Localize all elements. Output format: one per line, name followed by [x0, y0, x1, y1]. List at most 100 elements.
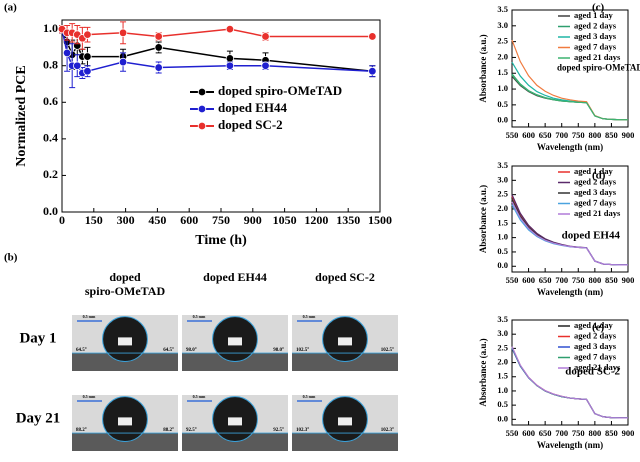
y-tick-label: 1.0	[497, 385, 508, 395]
legend-label: aged 3 days	[574, 187, 617, 197]
y-tick-label: 1.0	[497, 83, 508, 93]
column-header: doped EH44	[203, 270, 267, 284]
photo-substrate	[292, 433, 398, 451]
y-tick-label: 1.5	[497, 217, 508, 227]
y-tick-label: 1.5	[497, 371, 508, 381]
x-tick-label: 1500	[368, 213, 392, 227]
data-point	[225, 61, 235, 70]
x-tick-label: 1350	[336, 213, 360, 227]
scale-bar-label: 0.5 mm	[193, 314, 206, 319]
x-tick-label: 700	[555, 428, 568, 438]
data-point	[83, 30, 92, 39]
legend-label: aged 7 days	[574, 41, 617, 51]
legend-label: aged 3 days	[574, 341, 617, 351]
y-tick-label: 1.0	[43, 21, 58, 35]
x-tick-label: 0	[59, 213, 65, 227]
x-tick-label: 800	[588, 130, 601, 140]
plot-frame	[511, 165, 629, 273]
y-tick-label: 3.5	[497, 160, 508, 170]
data-point	[225, 54, 235, 63]
legend-label: aged 21 days	[574, 52, 621, 62]
droplet-highlight	[228, 337, 242, 346]
legend-marker	[197, 121, 207, 131]
x-tick-label: 650	[539, 275, 552, 285]
x-tick-label: 150	[85, 213, 103, 227]
y-tick-label: 0.0	[497, 115, 508, 125]
contact-angle: 64.5°	[163, 348, 174, 353]
x-tick-label: 900	[622, 275, 635, 285]
legend-label: aged 3 days	[574, 31, 617, 41]
x-tick-label: 900	[622, 130, 635, 140]
series-line	[511, 74, 628, 121]
x-tick-label: 750	[572, 130, 585, 140]
y-axis-title: Absorbance (a.u.)	[478, 185, 488, 253]
y-tick-label: 2.0	[497, 203, 508, 213]
legend-label: doped EH44	[218, 100, 287, 115]
y-tick-label: 3.5	[497, 314, 508, 324]
y-tick-label: 0.4	[43, 131, 58, 145]
y-tick-label: 2.5	[497, 189, 508, 199]
legend-label: aged 1 day	[574, 320, 613, 330]
legend-label: aged 21 days	[574, 208, 621, 218]
legend-label: aged 7 days	[574, 197, 617, 207]
y-tick-label: 2.0	[497, 51, 508, 61]
y-axis-title: Absorbance (a.u.)	[478, 34, 488, 102]
x-tick-label: 700	[555, 130, 568, 140]
panel-label: (b)	[4, 252, 18, 264]
contact-angle: 98.0°	[273, 348, 284, 353]
y-tick-label: 0.5	[497, 99, 508, 109]
contact-angle: 102.5°	[296, 348, 309, 353]
legend-label: aged 2 days	[574, 176, 617, 186]
scale-bar-label: 0.5 mm	[193, 394, 206, 399]
x-tick-label: 850	[605, 428, 618, 438]
x-tick-label: 850	[605, 275, 618, 285]
x-tick-label: 800	[588, 275, 601, 285]
y-axis-title: Normalized PCE	[14, 65, 29, 166]
data-point	[368, 32, 377, 41]
contact-angle: 92.5°	[273, 428, 284, 433]
data-point	[73, 61, 82, 70]
x-tick-label: 450	[148, 213, 166, 227]
droplet-highlight	[338, 417, 352, 426]
photo-substrate	[72, 353, 178, 371]
y-tick-label: 3.0	[497, 20, 508, 30]
legend-label: doped spiro-OMeTAD	[218, 83, 342, 98]
data-point	[154, 43, 163, 52]
plot-frame	[511, 9, 629, 128]
row-header: Day 1	[19, 330, 56, 346]
contact-angle: 92.5°	[186, 428, 197, 433]
legend-label: aged 2 days	[574, 330, 617, 340]
y-tick-label: 2.0	[497, 357, 508, 367]
x-axis-title: Wavelength (nm)	[537, 287, 603, 297]
panel-label: (a)	[4, 2, 17, 14]
panel-label: (e)	[592, 322, 605, 334]
x-tick-label: 900	[622, 428, 635, 438]
series-line	[511, 346, 628, 419]
contact-angle: 88.2°	[163, 428, 174, 433]
row-header: Day 21	[16, 410, 61, 426]
x-tick-label: 600	[522, 130, 535, 140]
contact-angle: 98.0°	[186, 348, 197, 353]
y-tick-label: 1.0	[497, 232, 508, 242]
x-tick-label: 1200	[304, 213, 328, 227]
y-tick-label: 3.0	[497, 328, 508, 338]
data-point	[118, 28, 128, 37]
column-header: doped SC-2	[315, 270, 375, 284]
y-tick-label: 0.0	[497, 413, 508, 423]
contact-angle: 102.3°	[381, 428, 394, 433]
x-tick-label: 700	[555, 275, 568, 285]
x-tick-label: 650	[539, 130, 552, 140]
column-header: spiro-OMeTAD	[85, 284, 166, 298]
contact-angle: 102.5°	[381, 348, 394, 353]
x-tick-label: 750	[212, 213, 230, 227]
y-tick-label: 0.5	[497, 246, 508, 256]
data-point	[261, 32, 270, 41]
photo-substrate	[182, 433, 288, 451]
droplet-highlight	[338, 337, 352, 346]
series-line	[511, 201, 628, 266]
x-tick-label: 850	[605, 130, 618, 140]
x-tick-label: 550	[506, 130, 519, 140]
annotation: doped EH44	[562, 230, 621, 242]
data-point	[62, 48, 72, 58]
